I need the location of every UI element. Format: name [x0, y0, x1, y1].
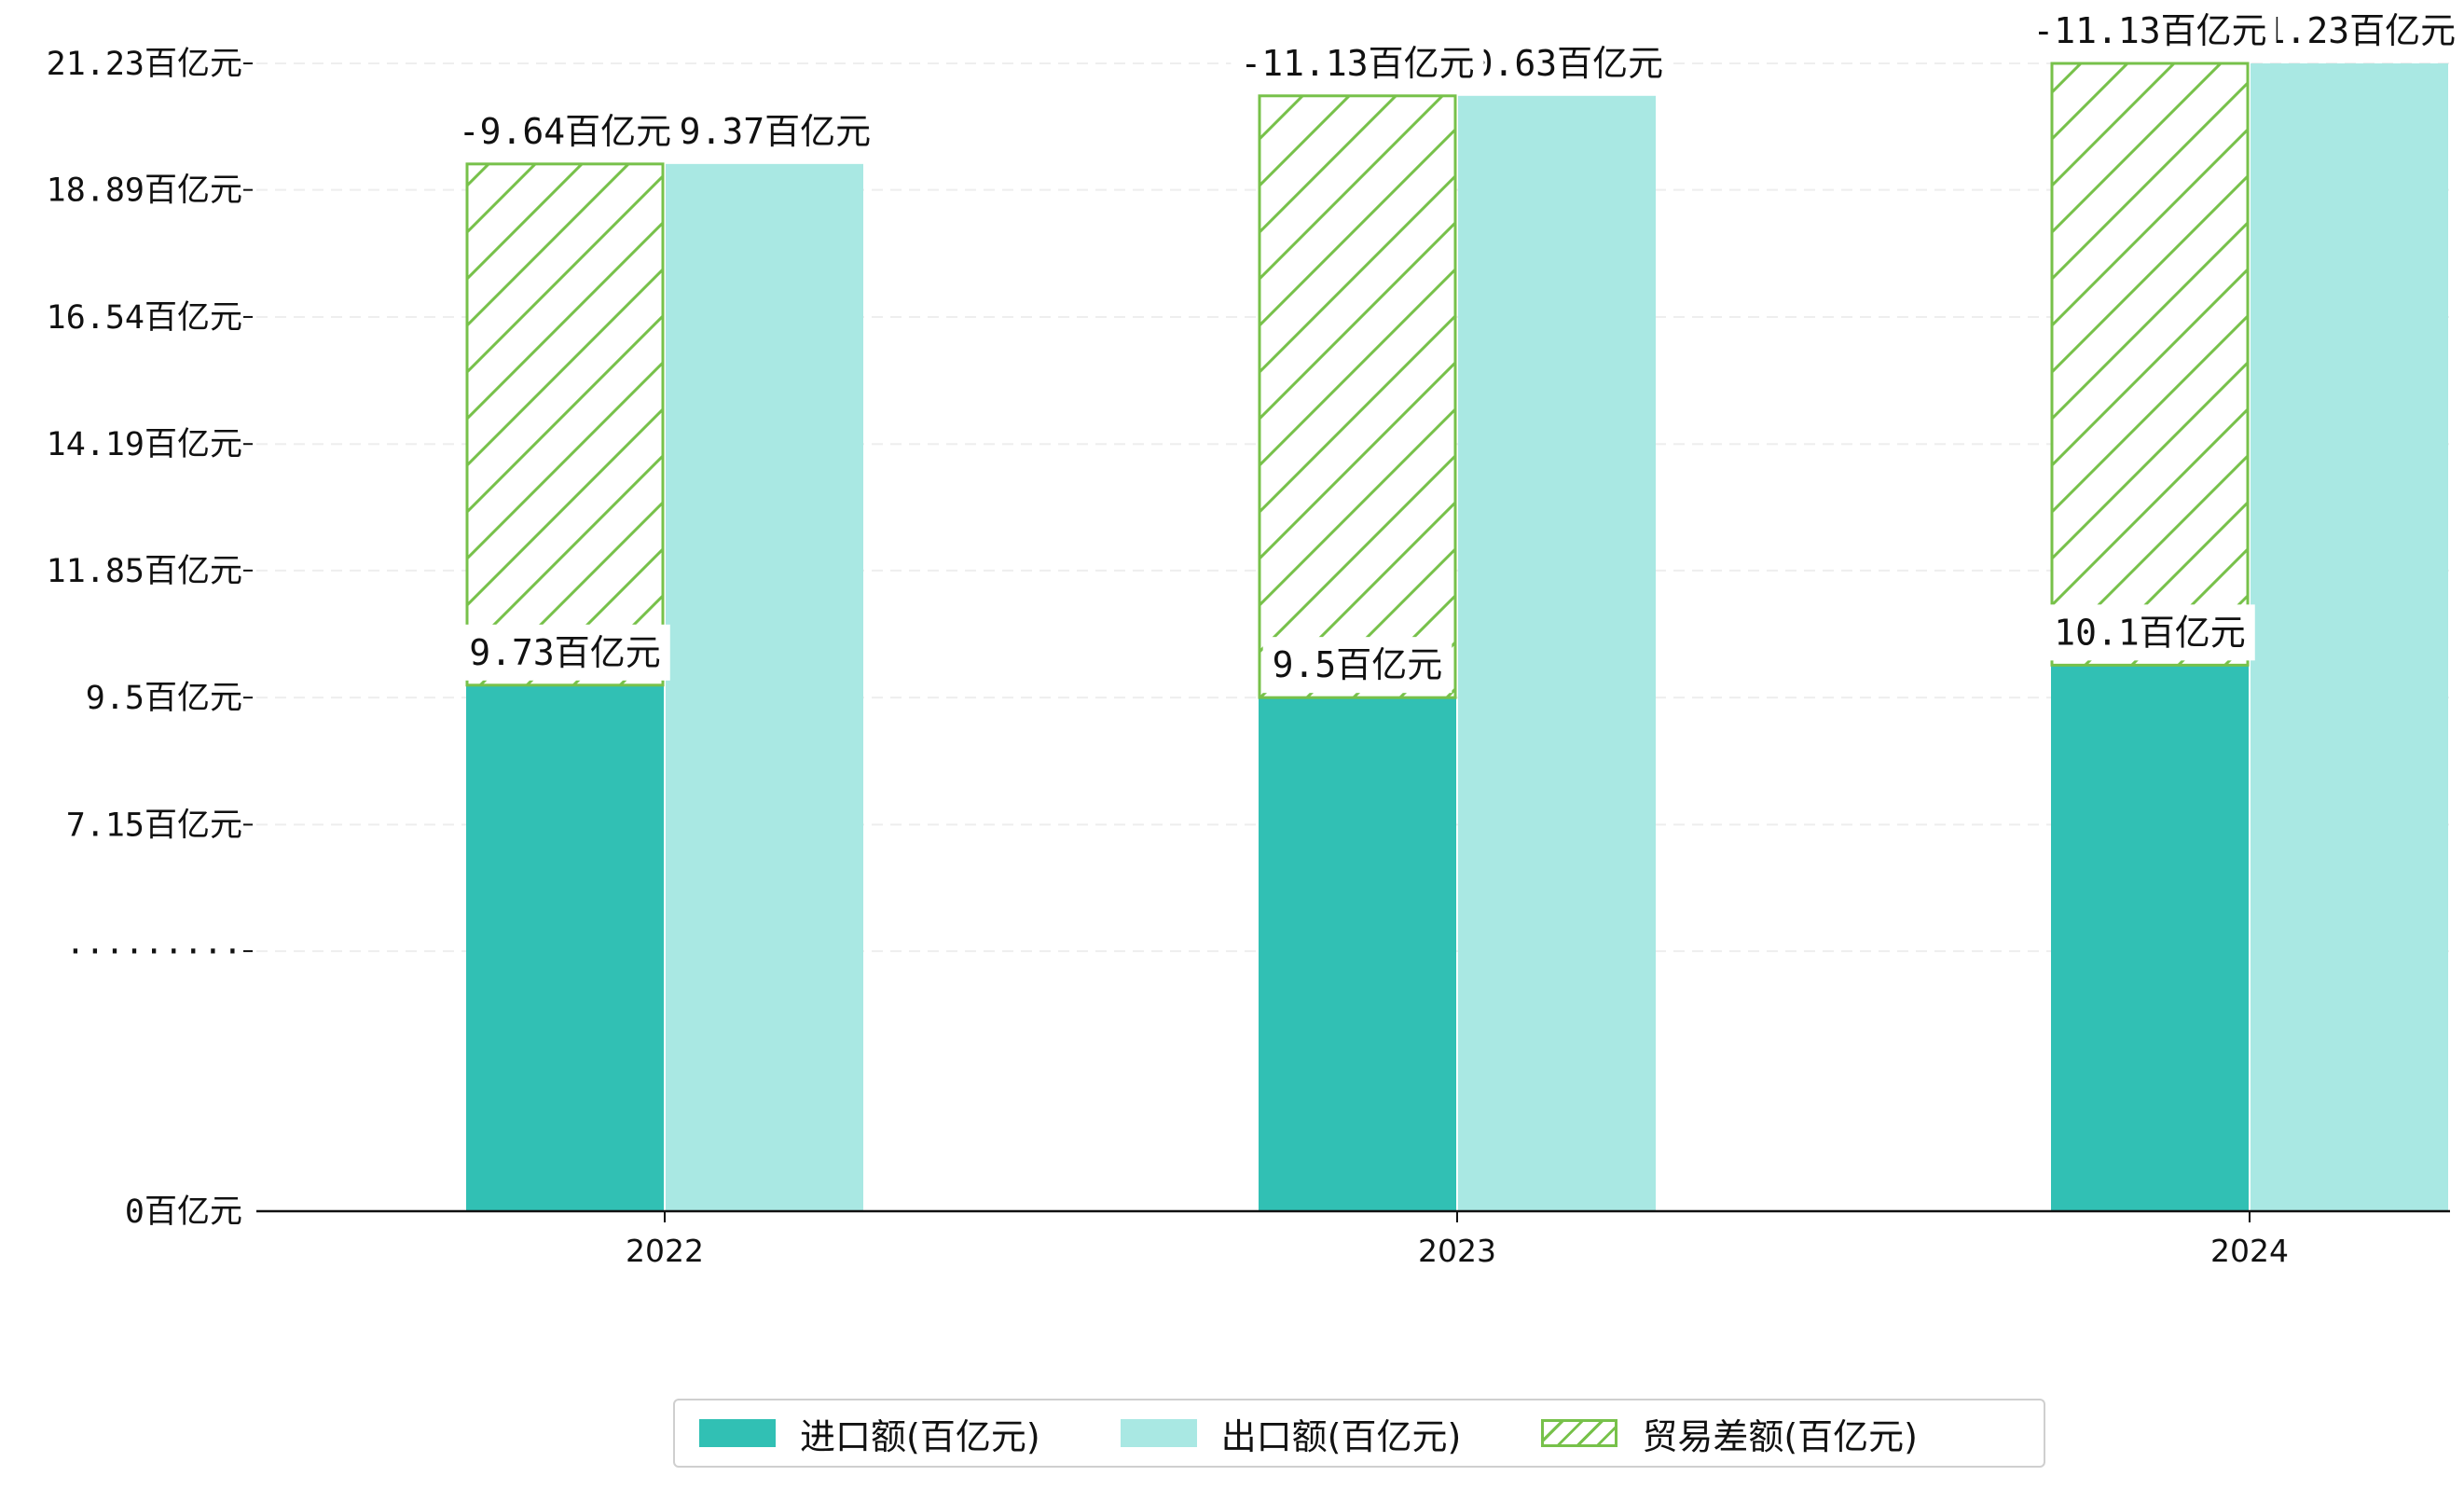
data-labels: 19.37百亿元-9.64百亿元9.73百亿元20.63百亿元-11.13百亿元…	[448, 3, 2464, 694]
legend: 进口额(百亿元) 出口额(百亿元) 贸易差额(百亿元)	[673, 1399, 2045, 1468]
axes: 0百亿元 ········· 7.15百亿元 9.5百亿元 11.85百亿元 14.19百…	[47, 46, 2450, 1269]
legend-label-balance: 贸易差额(百亿元)	[1642, 1415, 1918, 1457]
export-bar	[666, 163, 863, 1211]
y-tick-label: 21.23百亿元	[47, 46, 242, 83]
y-tick-label: 16.54百亿元	[47, 299, 242, 337]
import-value-label: 10.1百亿元	[2044, 604, 2255, 661]
x-tick-label: 2022	[626, 1233, 704, 1269]
y-tick-label: 0百亿元	[125, 1193, 242, 1231]
export-value-label: 19.37百亿元	[648, 103, 881, 159]
import-value-label: 9.73百亿元	[460, 624, 670, 681]
bars	[465, 62, 2448, 1211]
legend-label-import: 进口额(百亿元)	[800, 1415, 1040, 1457]
svg-text:-11.13百亿元: -11.13百亿元	[1240, 43, 1474, 84]
svg-text:21.23百亿元: 21.23百亿元	[2243, 10, 2456, 51]
y-tick-label: 9.5百亿元	[86, 680, 242, 717]
import-bar	[2051, 665, 2249, 1211]
import-bar	[466, 684, 664, 1211]
svg-text:10.1百亿元: 10.1百亿元	[2054, 612, 2246, 653]
svg-text:-11.13百亿元: -11.13百亿元	[2032, 10, 2266, 51]
svg-text:9.73百亿元: 9.73百亿元	[469, 632, 661, 673]
x-tick-label: 2023	[1418, 1233, 1496, 1269]
legend-item-export: 出口额(百亿元)	[1106, 1400, 1462, 1466]
legend-swatch-import	[699, 1419, 776, 1447]
balance-value-label: -9.64百亿元	[448, 103, 681, 159]
balance-value-label: -11.13百亿元	[1231, 34, 1484, 91]
y-tick-label: 11.85百亿元	[47, 553, 242, 590]
svg-text:-9.64百亿元: -9.64百亿元	[459, 111, 671, 152]
legend-item-balance: 贸易差额(百亿元)	[1526, 1400, 1918, 1466]
legend-swatch-export	[1120, 1419, 1197, 1447]
legend-label-export: 出口额(百亿元)	[1220, 1415, 1462, 1457]
import-value-label: 9.5百亿元	[1262, 637, 1452, 694]
svg-text:19.37百亿元: 19.37百亿元	[658, 111, 871, 152]
legend-swatch-balance	[1541, 1419, 1618, 1447]
svg-text:20.63百亿元: 20.63百亿元	[1451, 43, 1663, 84]
balance-value-label: -11.13百亿元	[2023, 3, 2277, 59]
y-tick-label: ·········	[65, 933, 242, 971]
export-bar	[2251, 63, 2448, 1211]
balance-bar	[465, 162, 665, 687]
balance-bar	[2050, 62, 2250, 667]
legend-item-import: 进口额(百亿元)	[684, 1400, 1040, 1466]
y-tick-label: 7.15百亿元	[66, 807, 242, 844]
export-bar	[1458, 95, 1656, 1211]
svg-text:9.5百亿元: 9.5百亿元	[1273, 644, 1443, 685]
y-tick-label: 18.89百亿元	[47, 172, 242, 210]
import-bar	[1259, 697, 1456, 1211]
x-tick-label: 2024	[2210, 1233, 2289, 1269]
balance-bar	[1258, 94, 1457, 699]
y-tick-label: 14.19百亿元	[47, 426, 242, 463]
